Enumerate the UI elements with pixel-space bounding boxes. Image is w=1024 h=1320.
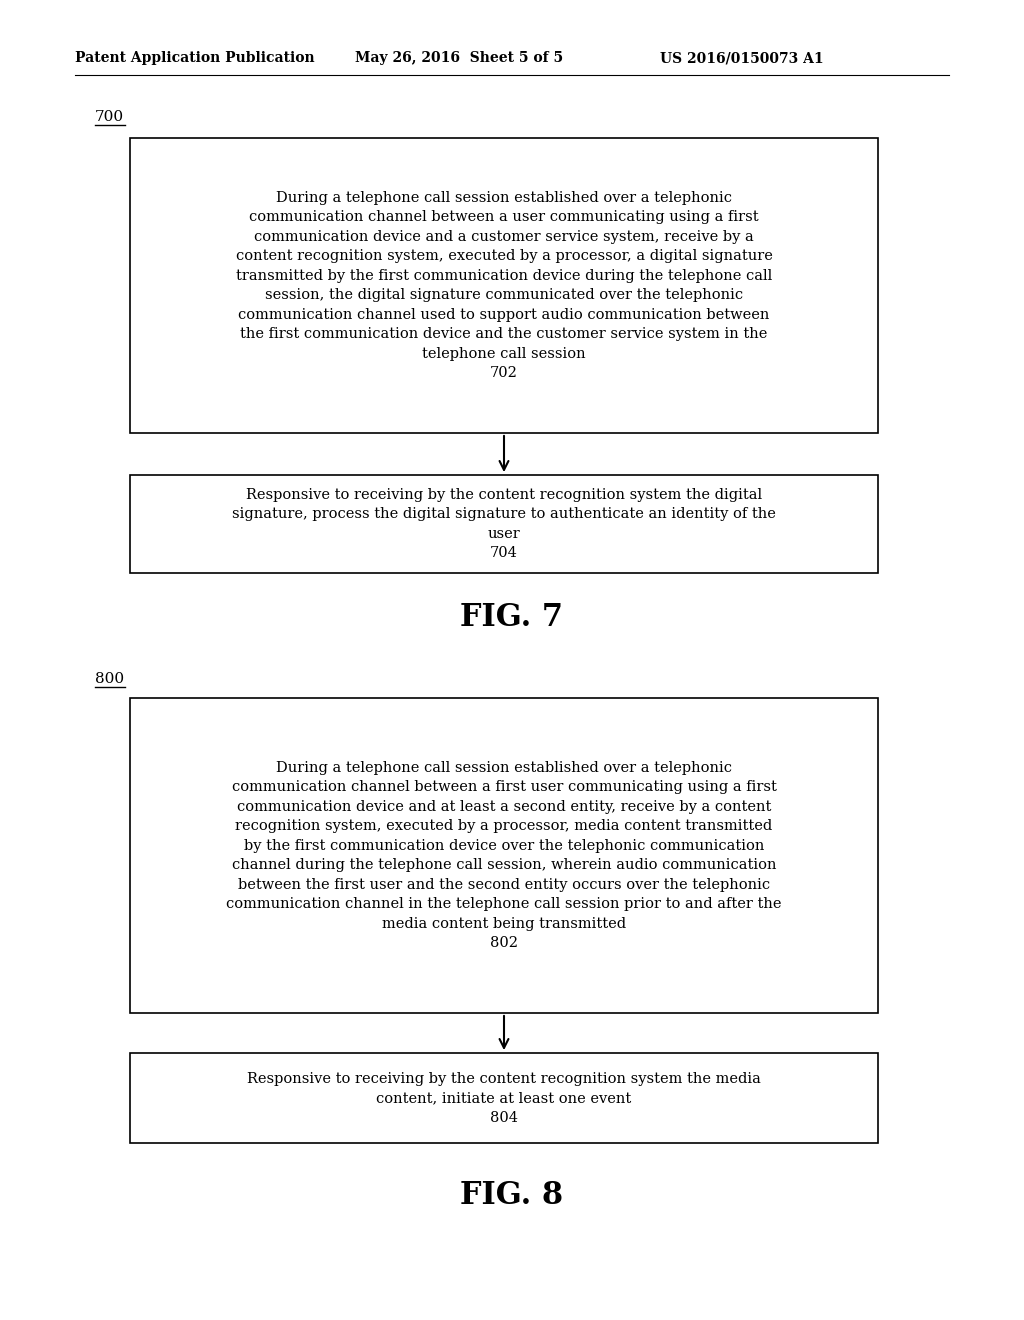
Text: During a telephone call session established over a telephonic
communication chan: During a telephone call session establis…	[236, 191, 772, 380]
Text: 800: 800	[95, 672, 124, 686]
Bar	[130, 475, 878, 573]
Text: FIG. 7: FIG. 7	[461, 602, 563, 634]
Bar	[130, 1053, 878, 1143]
Text: Responsive to receiving by the content recognition system the digital
signature,: Responsive to receiving by the content r…	[232, 488, 776, 560]
Bar	[130, 698, 878, 1012]
Text: US 2016/0150073 A1: US 2016/0150073 A1	[660, 51, 823, 65]
Text: FIG. 8: FIG. 8	[461, 1180, 563, 1212]
Bar	[130, 139, 878, 433]
Text: May 26, 2016  Sheet 5 of 5: May 26, 2016 Sheet 5 of 5	[355, 51, 563, 65]
Text: 700: 700	[95, 110, 124, 124]
Text: Patent Application Publication: Patent Application Publication	[75, 51, 314, 65]
Text: Responsive to receiving by the content recognition system the media
content, ini: Responsive to receiving by the content r…	[247, 1072, 761, 1125]
Text: During a telephone call session established over a telephonic
communication chan: During a telephone call session establis…	[226, 760, 781, 950]
